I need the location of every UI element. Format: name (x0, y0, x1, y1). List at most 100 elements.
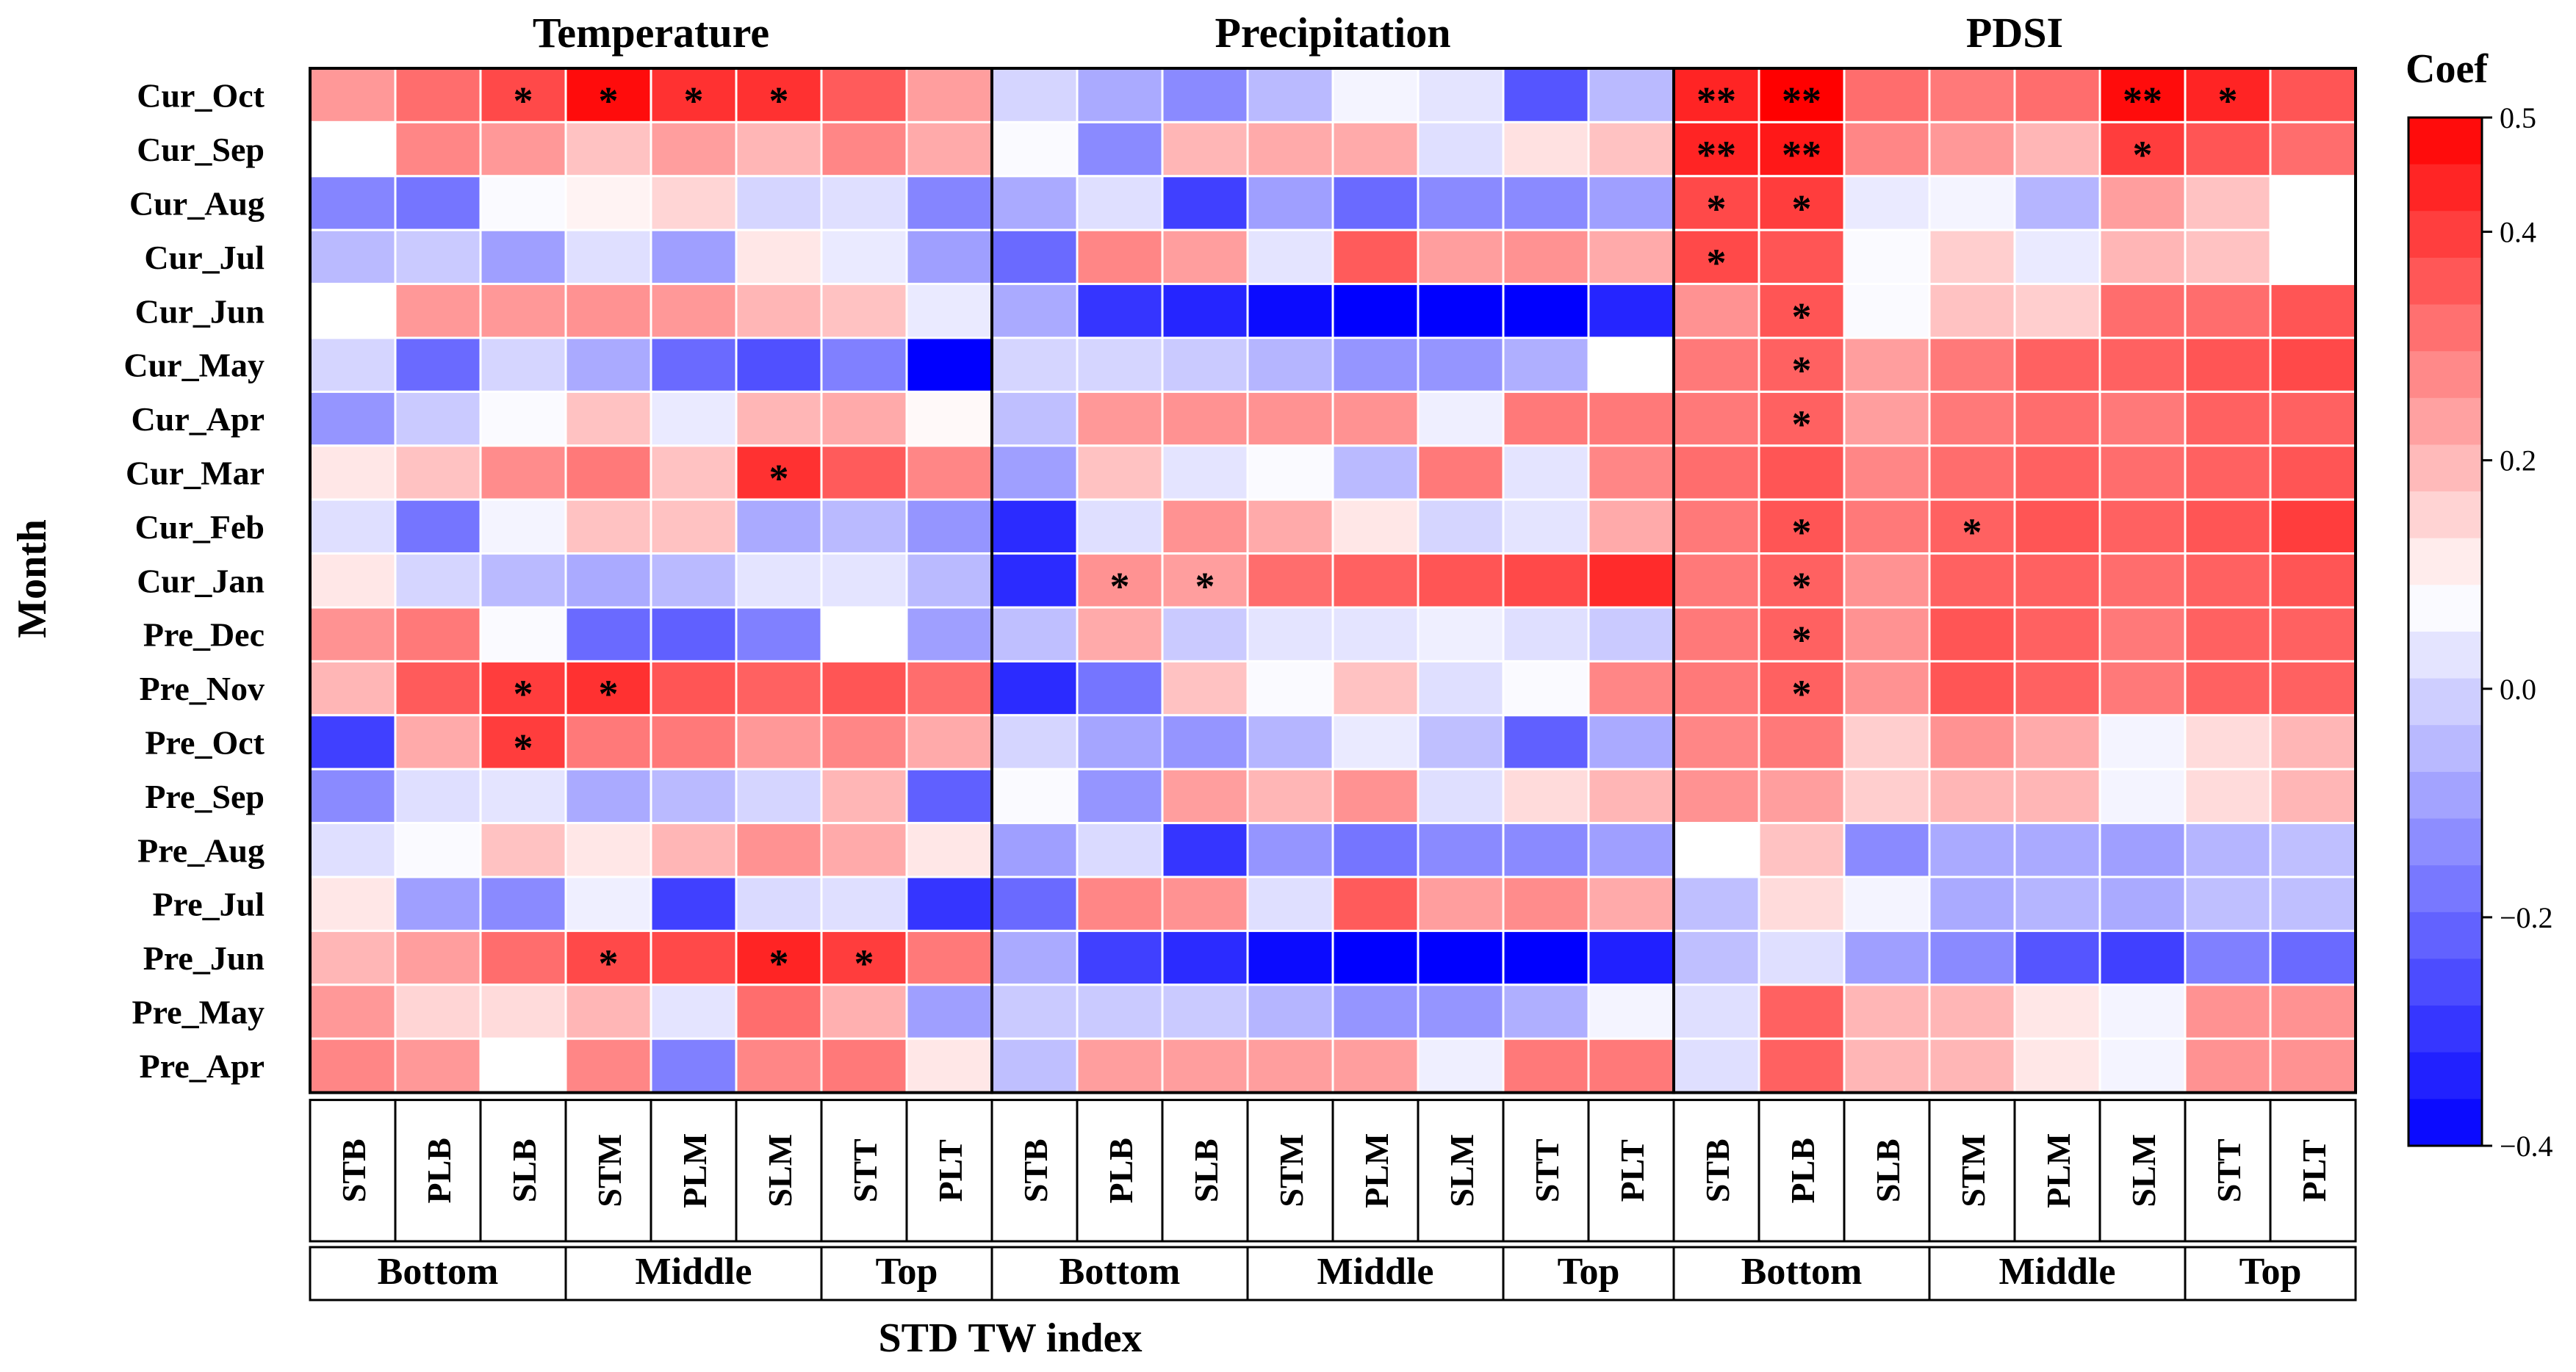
significance-star: ** (1697, 133, 1736, 177)
heatmap-cell (990, 444, 1079, 501)
heatmap-cell (735, 552, 823, 609)
heatmap-cell (2013, 336, 2101, 393)
heatmap-cell (1502, 283, 1590, 339)
heatmap-cell (394, 444, 482, 501)
heatmap-cell (2269, 552, 2357, 609)
heatmap-cell (1843, 120, 1931, 178)
heatmap-cell (905, 875, 993, 932)
row-label: Cur_May (123, 347, 265, 384)
heatmap-cell (2184, 983, 2272, 1040)
column-label: PLB (420, 1138, 458, 1203)
heatmap-cell (1076, 714, 1164, 770)
significance-star: * (514, 726, 533, 770)
heatmap-cell (1757, 120, 1846, 178)
heatmap-cell (735, 228, 823, 286)
row-label: Pre_Nov (140, 670, 265, 707)
heatmap-cell (564, 175, 652, 231)
significance-star: * (1792, 295, 1812, 339)
heatmap-cell (1161, 1037, 1249, 1094)
heatmap-cell (1331, 1037, 1420, 1094)
heatmap-cell (1672, 498, 1760, 555)
column-label: STT (2210, 1138, 2248, 1202)
heatmap-cell (309, 67, 397, 123)
heatmap-cell (2098, 120, 2187, 178)
heatmap-cell (1246, 67, 1334, 123)
heatmap-cell (564, 822, 652, 878)
significance-star: * (1792, 618, 1812, 662)
heatmap-cell (309, 175, 397, 231)
heatmap-cell (1843, 67, 1931, 123)
significance-star: * (1707, 241, 1727, 285)
heatmap-cell (1161, 660, 1249, 717)
heatmap-cell (1246, 336, 1334, 393)
heatmap-cell (394, 120, 482, 178)
heatmap-cell (2013, 875, 2101, 932)
heatmap-cell (479, 336, 567, 393)
heatmap-cell (1076, 175, 1164, 231)
heatmap-cell (1331, 228, 1420, 286)
group-label: Middle (636, 1251, 752, 1293)
panel-titles: Temperature Precipitation PDSI (533, 9, 2063, 57)
heatmap-cell (2098, 498, 2187, 555)
heatmap-cell (1587, 929, 1675, 986)
heatmap-cell (1672, 283, 1760, 339)
heatmap-cell (1928, 822, 2016, 878)
heatmap-cell (394, 714, 482, 770)
heatmap-cell (1161, 336, 1249, 393)
heatmap-cell (990, 390, 1079, 447)
significance-star: * (1792, 564, 1812, 608)
heatmap-cell (820, 660, 908, 717)
column-label: PLB (1102, 1138, 1140, 1203)
heatmap-cell (2013, 67, 2101, 123)
significance-star: * (514, 672, 533, 716)
heatmap-cell (1246, 875, 1334, 932)
heatmap-cell (1843, 768, 1931, 825)
heatmap-cell (905, 228, 993, 286)
heatmap-cell (650, 606, 738, 662)
heatmap-cell (1672, 606, 1760, 662)
heatmap-cell (820, 498, 908, 555)
heatmap-cell (1246, 929, 1334, 986)
heatmap-cell (1161, 283, 1249, 339)
row-label: Cur_Jul (144, 239, 265, 276)
heatmap-cell (990, 983, 1079, 1040)
heatmap-cell (2098, 1037, 2187, 1094)
heatmap-cell (309, 606, 397, 662)
column-label: STT (1528, 1138, 1566, 1202)
heatmap-cell (2098, 67, 2187, 123)
colorbar-swatch (2408, 958, 2482, 1007)
group-label: Bottom (378, 1251, 499, 1293)
heatmap-cell (820, 606, 908, 662)
heatmap-cell (1417, 120, 1505, 178)
significance-star: ** (2123, 79, 2162, 123)
heatmap-cell (1928, 444, 2016, 501)
colorbar-swatch (2408, 164, 2482, 212)
heatmap-cell (1843, 175, 1931, 231)
heatmap-cell (1076, 929, 1164, 986)
heatmap-cell (650, 498, 738, 555)
heatmap-cell (1502, 390, 1590, 447)
colorbar-tick-label: −0.4 (2500, 1130, 2553, 1163)
heatmap-cell (1502, 875, 1590, 932)
heatmap-cell (1076, 875, 1164, 932)
row-label: Cur_Jun (135, 292, 265, 330)
heatmap-cell (1502, 228, 1590, 286)
heatmap-cell (394, 822, 482, 878)
colorbar-swatch (2408, 865, 2482, 913)
heatmap-cell (990, 606, 1079, 662)
heatmap-cell (820, 444, 908, 501)
column-label: SLM (761, 1134, 799, 1207)
heatmap-cell (564, 1037, 652, 1094)
heatmap-cell (905, 444, 993, 501)
heatmap-cell (394, 67, 482, 123)
heatmap-cell (2269, 336, 2357, 393)
heatmap-cell (479, 714, 567, 770)
heatmap-cell (1246, 983, 1334, 1040)
heatmap-cell (650, 822, 738, 878)
heatmap-cell (1928, 228, 2016, 286)
column-label: SLB (1187, 1138, 1225, 1202)
heatmap-cell (1331, 498, 1420, 555)
heatmap-cell (1672, 444, 1760, 501)
heatmap-cell (1246, 283, 1334, 339)
